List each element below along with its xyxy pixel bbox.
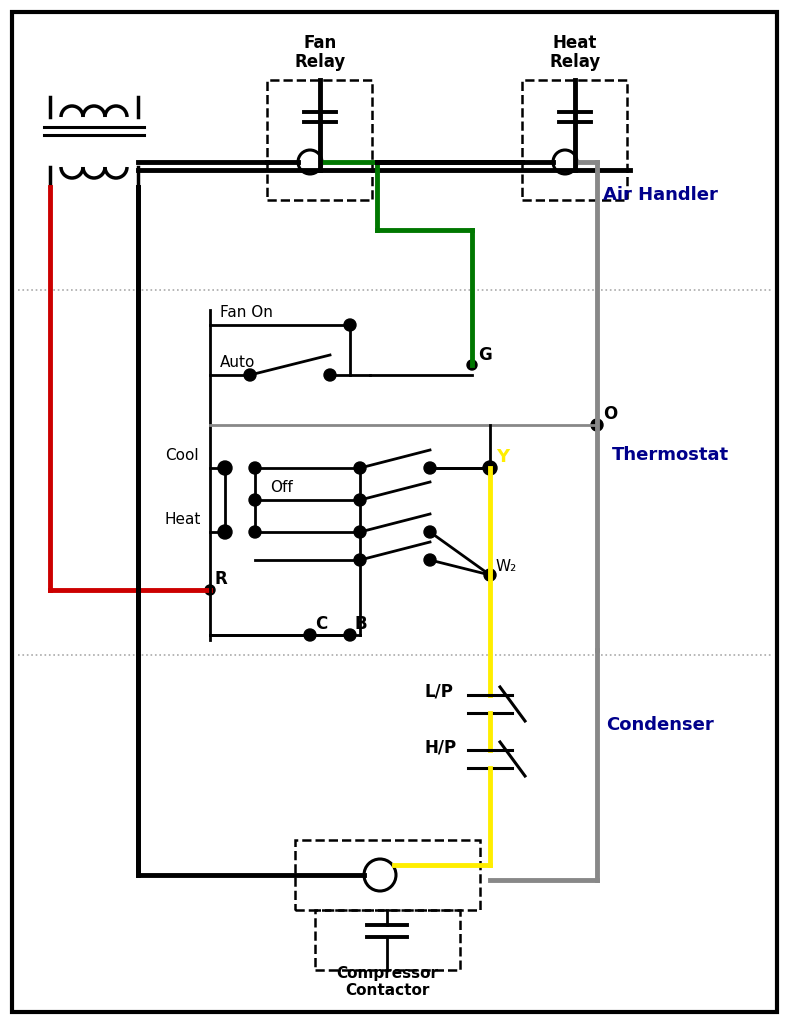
Circle shape xyxy=(591,419,603,431)
Circle shape xyxy=(483,461,497,475)
Text: Air Handler: Air Handler xyxy=(603,186,717,204)
Circle shape xyxy=(344,319,356,331)
Bar xyxy=(267,80,372,200)
Text: Condenser: Condenser xyxy=(606,716,714,734)
Text: Contactor: Contactor xyxy=(346,983,430,998)
Circle shape xyxy=(304,629,316,641)
Text: Auto: Auto xyxy=(220,355,256,370)
Text: Relay: Relay xyxy=(549,53,600,71)
Bar xyxy=(295,840,480,910)
Text: Heat: Heat xyxy=(165,512,201,527)
Text: L/P: L/P xyxy=(425,683,454,701)
Circle shape xyxy=(324,369,336,381)
Circle shape xyxy=(244,369,256,381)
Text: Fan: Fan xyxy=(304,34,337,52)
Text: Off: Off xyxy=(270,480,293,495)
Circle shape xyxy=(249,526,261,538)
Bar xyxy=(315,910,460,970)
Text: C: C xyxy=(315,615,327,633)
Circle shape xyxy=(484,569,496,581)
Circle shape xyxy=(205,585,215,595)
Text: Cool: Cool xyxy=(165,449,199,463)
Circle shape xyxy=(218,461,232,475)
Circle shape xyxy=(249,462,261,474)
Circle shape xyxy=(354,494,366,506)
Text: Compressor: Compressor xyxy=(336,966,439,981)
Circle shape xyxy=(218,525,232,539)
Circle shape xyxy=(354,462,366,474)
Text: Fan On: Fan On xyxy=(220,305,273,319)
Bar xyxy=(522,80,627,200)
Circle shape xyxy=(424,526,436,538)
Text: Y: Y xyxy=(496,449,509,466)
Circle shape xyxy=(467,360,477,370)
Text: B: B xyxy=(355,615,368,633)
Text: O: O xyxy=(603,406,617,423)
Text: H/P: H/P xyxy=(425,738,457,756)
Text: R: R xyxy=(215,570,228,588)
Circle shape xyxy=(354,526,366,538)
Circle shape xyxy=(344,629,356,641)
Text: Relay: Relay xyxy=(294,53,346,71)
Circle shape xyxy=(354,554,366,566)
Text: Thermostat: Thermostat xyxy=(611,446,728,464)
Text: G: G xyxy=(478,346,492,364)
Text: Heat: Heat xyxy=(553,34,597,52)
Circle shape xyxy=(249,494,261,506)
Circle shape xyxy=(424,554,436,566)
Circle shape xyxy=(424,462,436,474)
Text: W₂: W₂ xyxy=(496,559,518,574)
